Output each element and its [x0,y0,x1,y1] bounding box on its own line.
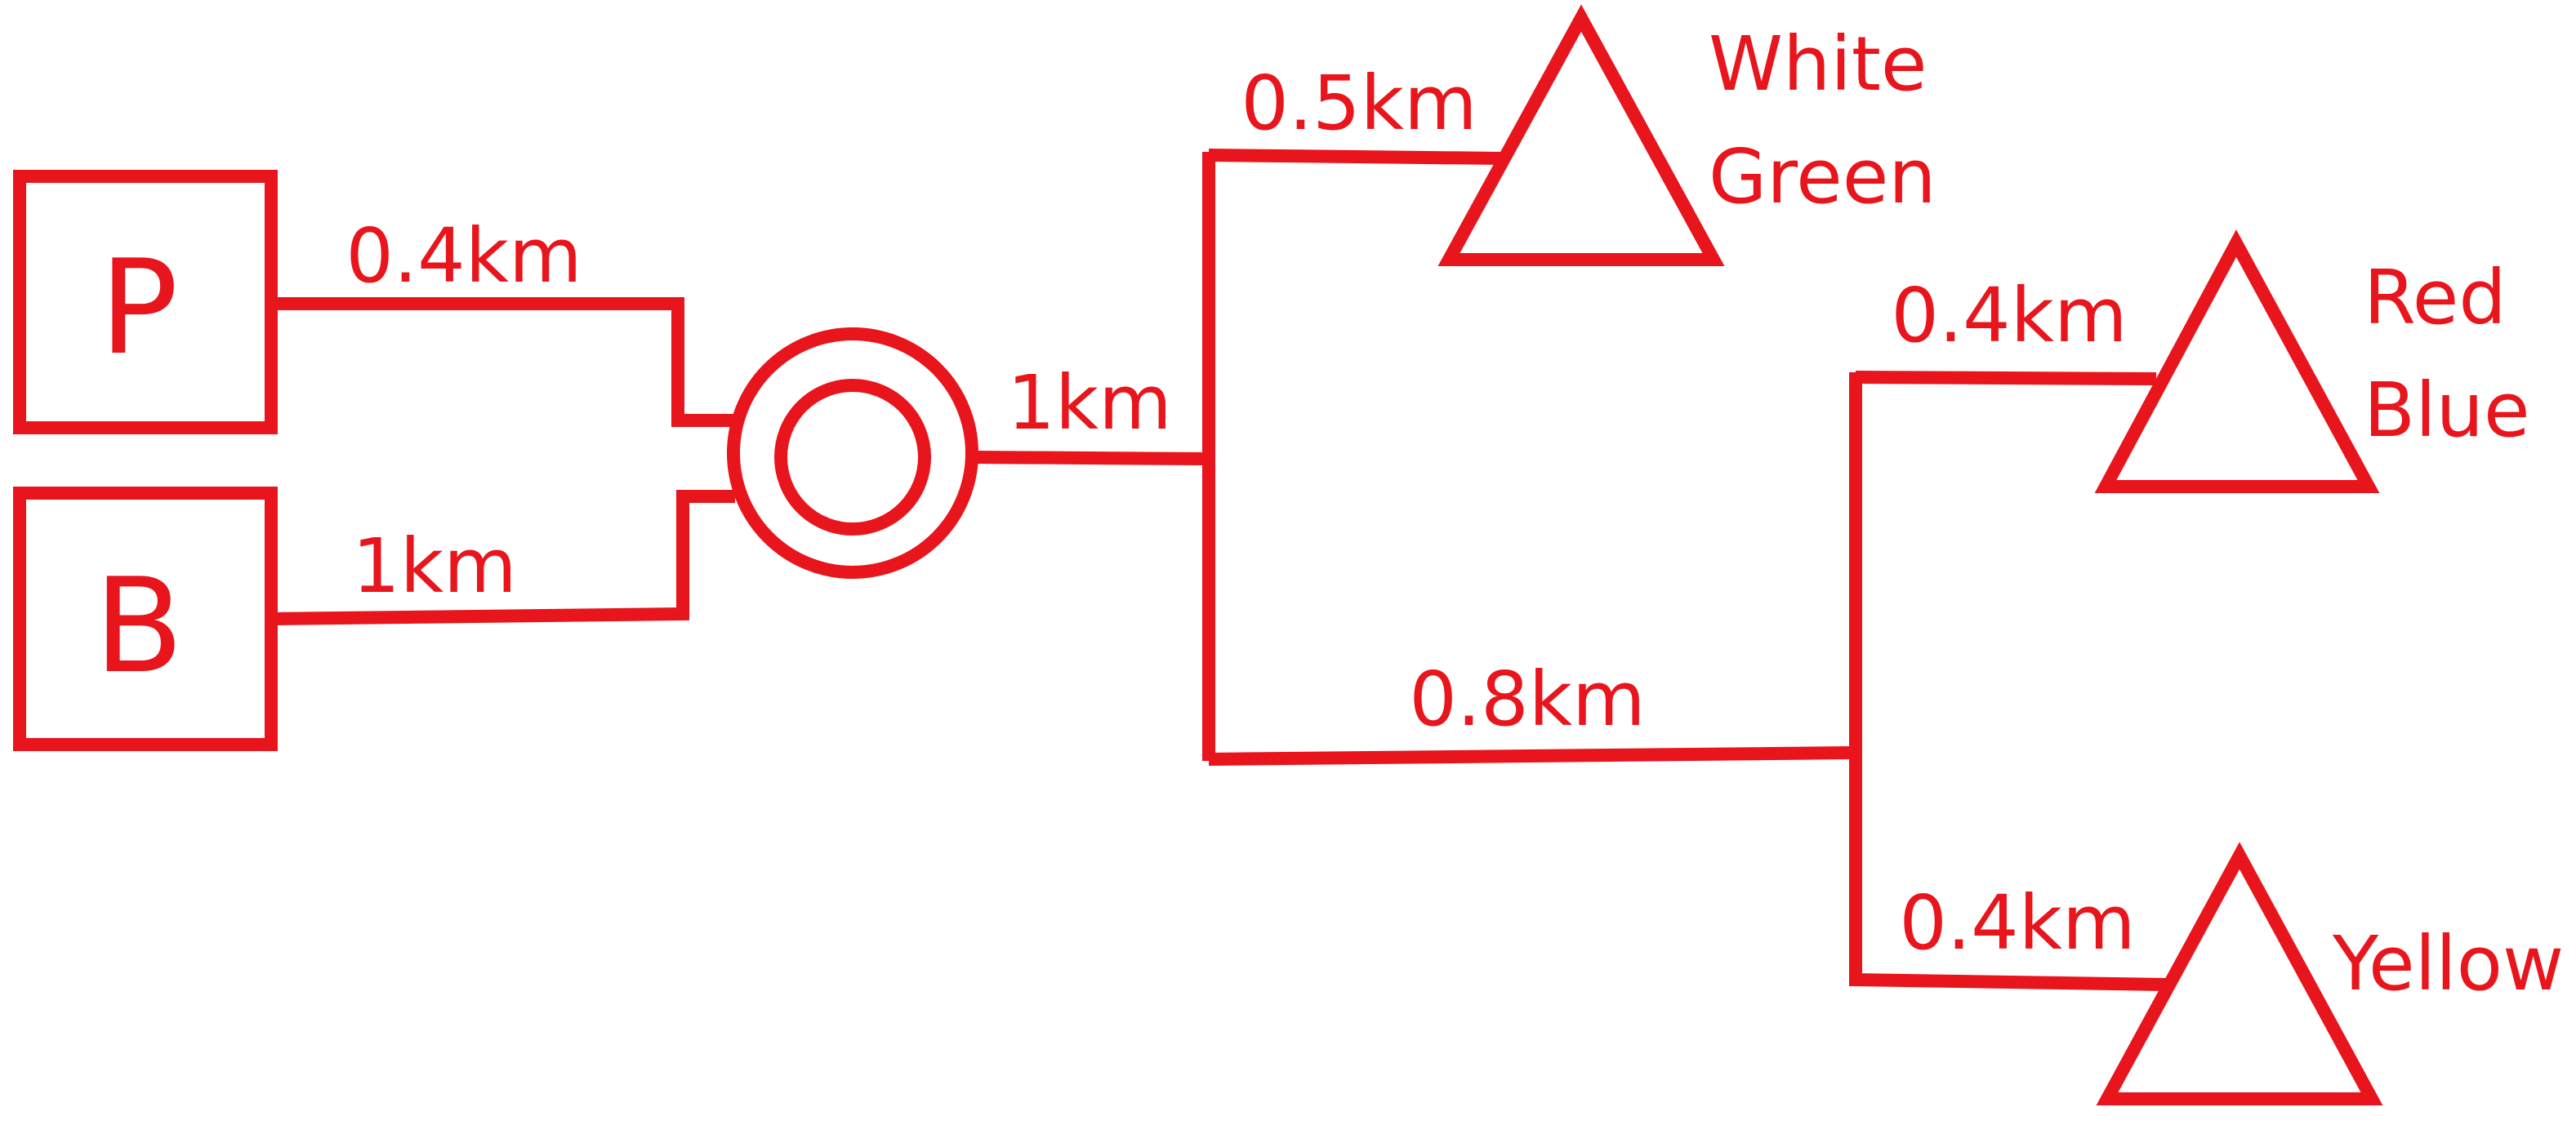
hub-outer-circle [727,327,978,579]
line-to-white-green [1208,149,1504,165]
line-hub-to-junction [971,451,1206,465]
distance-label-white-green: 0.5km [1241,60,1477,147]
source-label-p: P [100,231,178,384]
destination-label-red: Red [2364,254,2507,341]
line-b-to-hub [270,490,735,625]
destination-triangle-red-blue [2094,229,2380,493]
line-to-yellow [1855,973,2167,991]
line-to-second-junction [1208,746,1853,766]
distance-label-yellow: 0.4km [1899,879,2135,967]
distance-label-hub-to-junction: 1km [1007,359,1171,447]
distance-label-second-junction: 0.8km [1409,656,1645,743]
distance-label-b-to-hub: 1km [352,522,516,610]
destination-label-white: White [1709,20,1928,108]
distance-label-red-blue: 0.4km [1891,272,2127,359]
hub-inner-circle [774,379,931,536]
destination-label-yellow: Yellow [2332,920,2564,1007]
distance-label-p-to-hub: 0.4km [345,212,582,300]
destination-triangle-white-green [1437,4,1725,266]
destination-triangle-yellow [2096,842,2383,1105]
destination-label-blue: Blue [2364,367,2530,454]
destination-label-green: Green [1709,133,1936,220]
source-label-b: B [94,549,184,702]
line-to-red-blue [1855,371,2157,385]
line-p-to-hub [271,297,735,427]
